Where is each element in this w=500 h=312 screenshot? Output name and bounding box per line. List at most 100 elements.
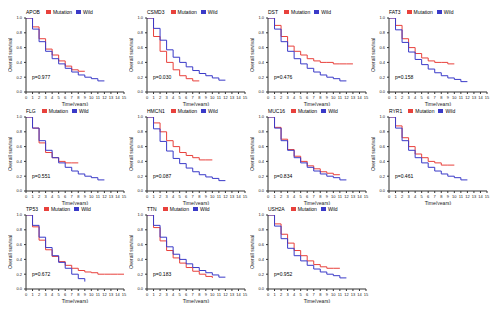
svg-text:Overall survival: Overall survival — [250, 38, 255, 72]
svg-text:1.0: 1.0 — [16, 16, 22, 20]
svg-text:1: 1 — [394, 95, 397, 100]
svg-text:0.4: 0.4 — [379, 60, 385, 65]
svg-text:7: 7 — [71, 95, 74, 100]
svg-text:1.0: 1.0 — [137, 115, 143, 119]
svg-text:10: 10 — [452, 193, 457, 198]
svg-text:15: 15 — [243, 292, 248, 297]
svg-text:7: 7 — [434, 193, 437, 198]
svg-text:0.8: 0.8 — [16, 129, 22, 134]
svg-text:3: 3 — [44, 193, 47, 198]
svg-text:9: 9 — [84, 193, 87, 198]
svg-text:15: 15 — [243, 95, 248, 100]
svg-text:15: 15 — [122, 95, 127, 100]
svg-text:12: 12 — [344, 95, 349, 100]
svg-text:0.4: 0.4 — [137, 257, 143, 262]
svg-text:8: 8 — [440, 95, 443, 100]
svg-text:13: 13 — [230, 292, 235, 297]
svg-text:10: 10 — [89, 95, 94, 100]
svg-text:12: 12 — [344, 193, 349, 198]
svg-text:13: 13 — [472, 193, 477, 198]
svg-text:3: 3 — [407, 193, 410, 198]
svg-text:14: 14 — [357, 292, 362, 297]
svg-text:12: 12 — [102, 95, 107, 100]
svg-text:0: 0 — [25, 292, 28, 297]
svg-text:9: 9 — [205, 292, 208, 297]
svg-text:0.0: 0.0 — [379, 188, 385, 193]
svg-text:11: 11 — [96, 95, 101, 100]
svg-text:0.6: 0.6 — [16, 242, 22, 247]
svg-text:0.0: 0.0 — [16, 188, 22, 193]
svg-text:8: 8 — [198, 193, 201, 198]
svg-text:Overall survival: Overall survival — [250, 235, 255, 269]
svg-text:14: 14 — [115, 193, 120, 198]
svg-text:10: 10 — [89, 292, 94, 297]
svg-text:13: 13 — [109, 292, 114, 297]
svg-text:1: 1 — [273, 292, 276, 297]
svg-text:0.6: 0.6 — [137, 144, 143, 149]
svg-text:11: 11 — [217, 292, 222, 297]
svg-text:9: 9 — [326, 292, 329, 297]
svg-text:Time(years): Time(years) — [183, 200, 210, 205]
svg-text:Time(years): Time(years) — [183, 101, 210, 106]
svg-text:4: 4 — [293, 95, 296, 100]
svg-text:4: 4 — [172, 95, 175, 100]
svg-text:0.8: 0.8 — [137, 30, 143, 35]
svg-text:11: 11 — [459, 95, 464, 100]
svg-text:3: 3 — [286, 292, 289, 297]
svg-text:Time(years): Time(years) — [425, 200, 452, 205]
svg-text:0.0: 0.0 — [258, 89, 264, 94]
svg-text:1.0: 1.0 — [379, 16, 385, 20]
svg-text:5: 5 — [58, 95, 61, 100]
svg-text:5: 5 — [179, 193, 182, 198]
svg-text:Overall survival: Overall survival — [250, 137, 255, 171]
svg-text:6: 6 — [64, 95, 67, 100]
svg-text:0: 0 — [146, 95, 149, 100]
svg-text:0: 0 — [25, 193, 28, 198]
svg-text:0.2: 0.2 — [258, 173, 264, 178]
svg-text:7: 7 — [434, 95, 437, 100]
svg-text:10: 10 — [331, 292, 336, 297]
svg-text:2: 2 — [38, 292, 41, 297]
svg-text:0: 0 — [267, 193, 270, 198]
svg-text:Overall survival: Overall survival — [8, 235, 13, 269]
svg-text:0.8: 0.8 — [379, 30, 385, 35]
svg-text:15: 15 — [485, 95, 490, 100]
svg-text:2: 2 — [401, 95, 404, 100]
svg-text:0.4: 0.4 — [258, 257, 264, 262]
svg-text:14: 14 — [115, 292, 120, 297]
svg-text:9: 9 — [205, 193, 208, 198]
svg-text:14: 14 — [236, 95, 241, 100]
svg-text:0.6: 0.6 — [258, 144, 264, 149]
svg-text:9: 9 — [447, 193, 450, 198]
svg-text:6: 6 — [185, 95, 188, 100]
svg-text:0.6: 0.6 — [16, 144, 22, 149]
svg-text:11: 11 — [217, 95, 222, 100]
svg-text:1.0: 1.0 — [258, 213, 264, 217]
svg-text:13: 13 — [351, 292, 356, 297]
svg-text:6: 6 — [185, 193, 188, 198]
svg-text:13: 13 — [109, 95, 114, 100]
svg-text:13: 13 — [109, 193, 114, 198]
svg-text:6: 6 — [427, 193, 430, 198]
svg-text:8: 8 — [77, 95, 80, 100]
svg-text:7: 7 — [71, 292, 74, 297]
svg-text:1: 1 — [394, 193, 397, 198]
svg-text:2: 2 — [280, 193, 283, 198]
svg-text:13: 13 — [472, 95, 477, 100]
svg-text:12: 12 — [102, 193, 107, 198]
svg-text:10: 10 — [210, 193, 215, 198]
svg-text:12: 12 — [344, 292, 349, 297]
svg-text:8: 8 — [440, 193, 443, 198]
svg-text:0.4: 0.4 — [16, 257, 22, 262]
svg-text:0.4: 0.4 — [258, 158, 264, 163]
svg-text:5: 5 — [300, 193, 303, 198]
svg-text:8: 8 — [319, 95, 322, 100]
svg-text:3: 3 — [44, 95, 47, 100]
svg-text:0.4: 0.4 — [16, 60, 22, 65]
svg-text:0.6: 0.6 — [258, 242, 264, 247]
svg-text:13: 13 — [230, 193, 235, 198]
svg-text:15: 15 — [122, 292, 127, 297]
svg-text:4: 4 — [172, 292, 175, 297]
svg-text:5: 5 — [58, 292, 61, 297]
svg-text:9: 9 — [205, 95, 208, 100]
